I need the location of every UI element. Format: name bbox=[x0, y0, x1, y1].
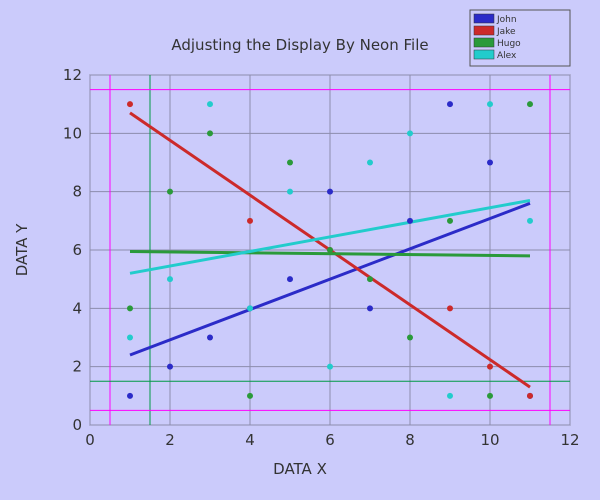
y-axis-title: DATA Y bbox=[13, 223, 31, 276]
data-points bbox=[127, 101, 533, 399]
point-alex bbox=[327, 363, 333, 370]
legend-swatch-hugo bbox=[473, 37, 495, 48]
x-tick-label: 10 bbox=[480, 431, 499, 449]
point-jake bbox=[447, 305, 453, 312]
point-alex bbox=[287, 188, 293, 195]
point-alex bbox=[367, 159, 373, 166]
x-tick-label: 2 bbox=[165, 431, 175, 449]
legend: John Jake Hugo Alex bbox=[469, 9, 571, 67]
point-john bbox=[367, 305, 373, 312]
x-tick-label: 6 bbox=[325, 431, 335, 449]
point-hugo bbox=[527, 101, 533, 108]
point-john bbox=[487, 159, 493, 166]
y-tick-labels: 0 2 4 6 8 10 12 bbox=[63, 66, 82, 434]
reference-lines bbox=[90, 75, 570, 425]
y-tick-label: 12 bbox=[63, 66, 82, 84]
point-alex bbox=[487, 101, 493, 108]
legend-label-john: John bbox=[496, 15, 517, 25]
point-alex bbox=[207, 101, 213, 108]
legend-swatch-alex bbox=[473, 49, 495, 60]
point-hugo bbox=[367, 276, 373, 283]
point-jake bbox=[247, 217, 253, 224]
point-hugo bbox=[487, 392, 493, 399]
point-hugo bbox=[287, 159, 293, 166]
x-tick-label: 0 bbox=[85, 431, 95, 449]
point-hugo bbox=[127, 305, 133, 312]
point-hugo bbox=[247, 392, 253, 399]
y-tick-label: 10 bbox=[63, 124, 82, 142]
y-tick-label: 8 bbox=[72, 183, 82, 201]
trend-line-alex bbox=[129, 198, 531, 275]
point-alex bbox=[407, 130, 413, 137]
chart-title: Adjusting the Display By Neon File bbox=[171, 36, 428, 54]
y-tick-label: 6 bbox=[72, 241, 82, 259]
point-john bbox=[407, 217, 413, 224]
x-tick-label: 12 bbox=[560, 431, 579, 449]
x-tick-label: 4 bbox=[245, 431, 255, 449]
y-tick-label: 4 bbox=[72, 299, 82, 317]
point-hugo bbox=[407, 334, 413, 341]
point-hugo bbox=[447, 217, 453, 224]
point-alex bbox=[527, 217, 533, 224]
point-hugo bbox=[327, 247, 333, 253]
legend-label-jake: Jake bbox=[496, 27, 516, 37]
y-tick-label: 2 bbox=[72, 358, 82, 376]
point-jake bbox=[487, 363, 493, 370]
point-john bbox=[287, 276, 293, 283]
point-alex bbox=[447, 392, 453, 399]
point-jake bbox=[527, 392, 533, 399]
legend-label-alex: Alex bbox=[497, 51, 517, 61]
point-john bbox=[327, 188, 333, 195]
point-john bbox=[127, 392, 133, 399]
point-john bbox=[167, 363, 173, 370]
x-axis-title: DATA X bbox=[273, 460, 327, 478]
x-tick-labels: 0 2 4 6 8 10 12 bbox=[85, 431, 579, 449]
point-hugo bbox=[207, 130, 213, 137]
point-alex bbox=[247, 305, 253, 312]
point-john bbox=[207, 334, 213, 341]
y-tick-label: 0 bbox=[72, 416, 82, 434]
trend-line-hugo bbox=[129, 249, 531, 258]
legend-swatch-jake bbox=[473, 25, 495, 36]
point-alex bbox=[167, 276, 173, 283]
point-john bbox=[447, 101, 453, 108]
point-hugo bbox=[167, 188, 173, 195]
trend-line-john bbox=[129, 201, 531, 357]
point-jake bbox=[127, 101, 133, 108]
x-tick-label: 8 bbox=[405, 431, 415, 449]
legend-swatch-john bbox=[473, 13, 495, 24]
point-alex bbox=[127, 334, 133, 341]
legend-label-hugo: Hugo bbox=[497, 39, 521, 49]
